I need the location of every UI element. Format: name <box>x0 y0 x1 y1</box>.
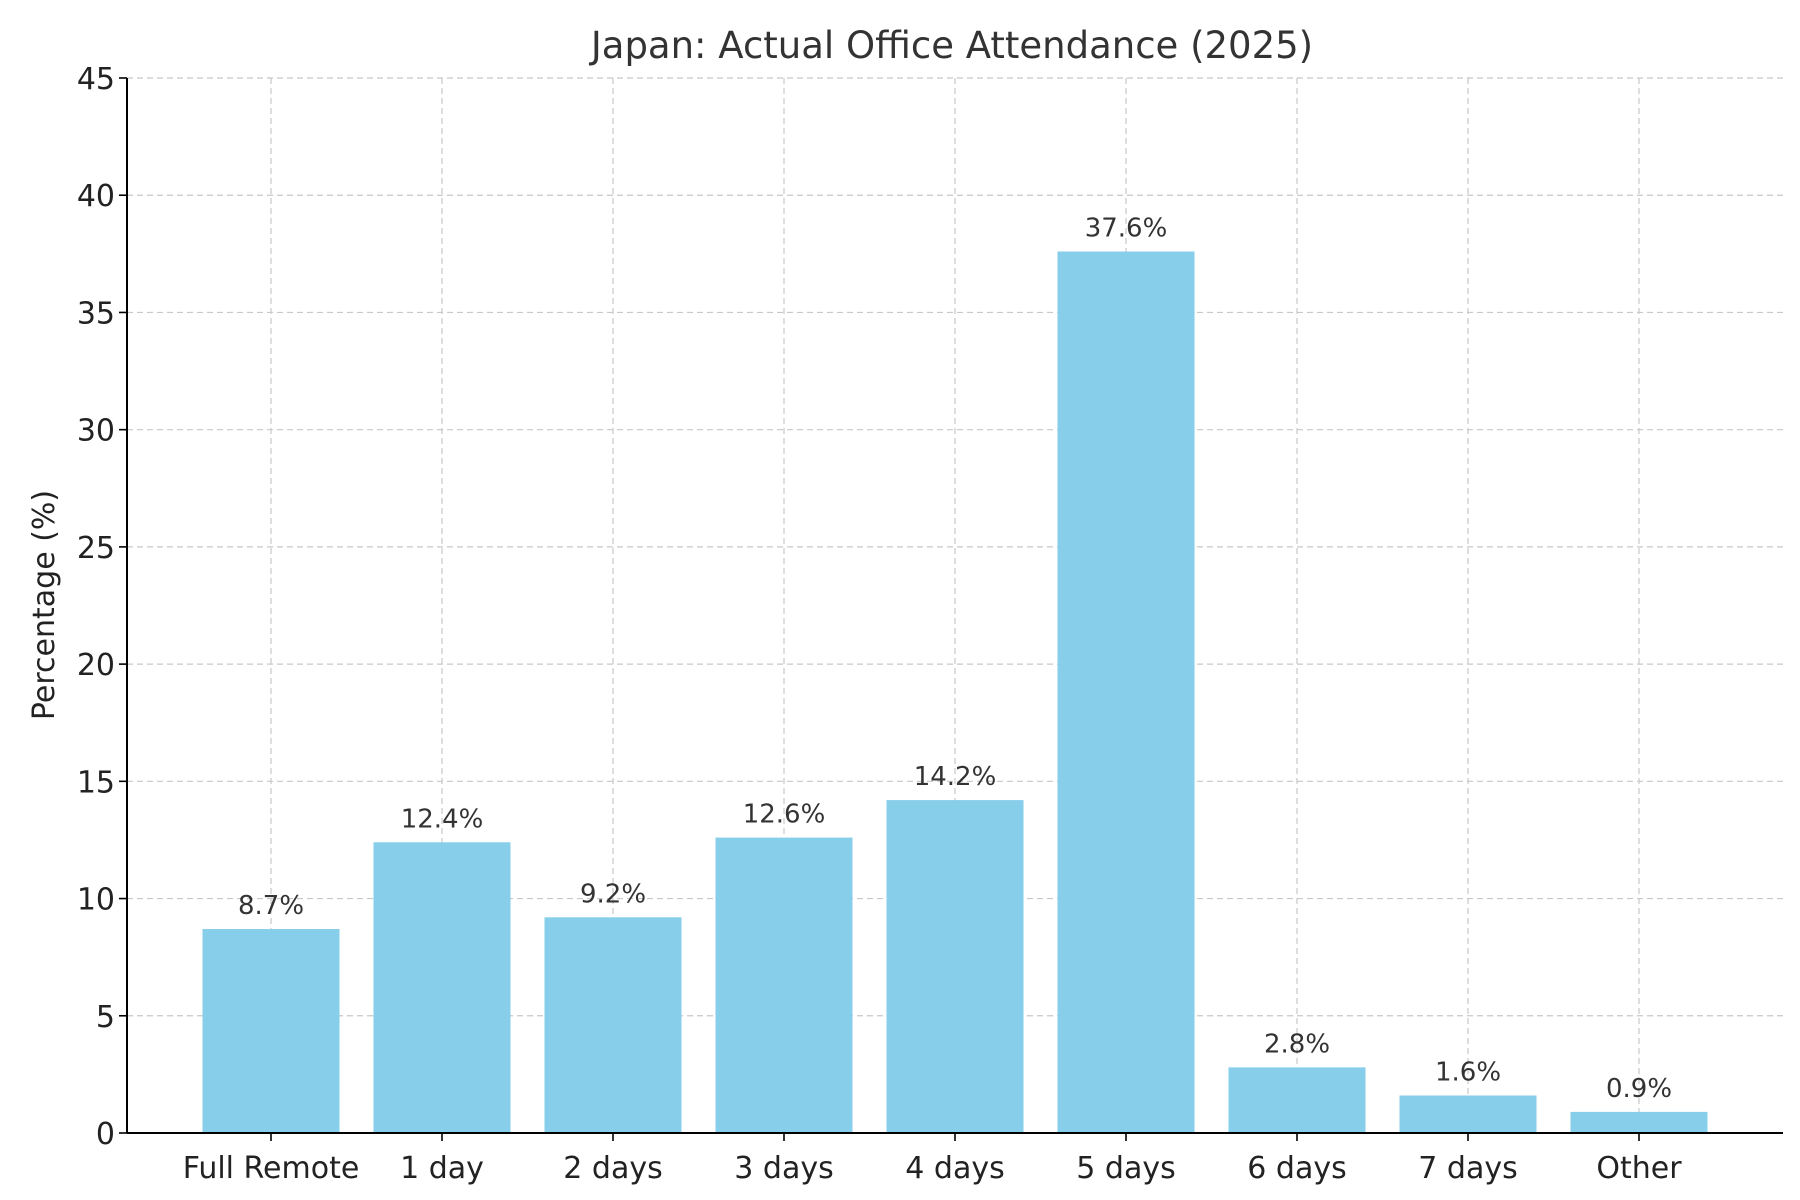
data-labels: 8.7% 12.4% 9.2% 12.6% 14.2% 37.6% 2.8% 1.6% 0.9% <box>238 213 1672 1103</box>
bar <box>1570 1111 1708 1133</box>
data-label: 14.2% <box>914 762 997 792</box>
y-tick-label: 5 <box>96 1000 115 1035</box>
y-tick-label: 0 <box>96 1117 115 1152</box>
y-tick-label: 25 <box>77 531 115 566</box>
bar <box>202 929 340 1133</box>
x-tick-labels: Full Remote 1 day 2 days 3 days 4 days 5 days… <box>183 1151 1683 1186</box>
bar <box>1399 1095 1537 1133</box>
x-tick-label: 2 days <box>563 1151 662 1186</box>
axes <box>119 77 1783 1141</box>
y-tick-label: 10 <box>77 883 115 918</box>
bar <box>1228 1067 1366 1133</box>
x-tick-label: 1 day <box>400 1151 484 1186</box>
x-tick-label: 7 days <box>1418 1151 1517 1186</box>
y-tick-labels: 0 5 10 15 20 25 30 35 40 45 <box>77 62 115 1152</box>
data-label: 1.6% <box>1435 1057 1501 1087</box>
x-tick-label: Other <box>1596 1151 1682 1186</box>
bar <box>1057 251 1195 1133</box>
bar <box>715 837 853 1133</box>
x-tick-label: 3 days <box>734 1151 833 1186</box>
y-tick-label: 15 <box>77 765 115 800</box>
bar <box>544 917 682 1133</box>
data-label: 37.6% <box>1085 213 1168 243</box>
y-tick-label: 30 <box>77 414 115 449</box>
y-axis-label: Percentage (%) <box>27 490 62 720</box>
y-tick-label: 40 <box>77 179 115 214</box>
y-tick-label: 45 <box>77 62 115 97</box>
data-label: 12.6% <box>743 800 826 830</box>
x-tick-label: Full Remote <box>183 1151 360 1186</box>
data-label: 9.2% <box>580 879 646 909</box>
data-label: 2.8% <box>1264 1029 1330 1059</box>
data-label: 12.4% <box>401 804 484 834</box>
x-tick-label: 4 days <box>905 1151 1004 1186</box>
data-label: 0.9% <box>1606 1074 1672 1104</box>
bar <box>373 842 511 1133</box>
bars <box>202 251 1708 1133</box>
x-tick-label: 6 days <box>1247 1151 1346 1186</box>
data-label: 8.7% <box>238 891 304 921</box>
bar <box>886 800 1024 1133</box>
y-tick-label: 20 <box>77 648 115 683</box>
y-tick-label: 35 <box>77 296 115 331</box>
x-tick-label: 5 days <box>1076 1151 1175 1186</box>
chart-title: Japan: Actual Office Attendance (2025) <box>589 24 1313 67</box>
